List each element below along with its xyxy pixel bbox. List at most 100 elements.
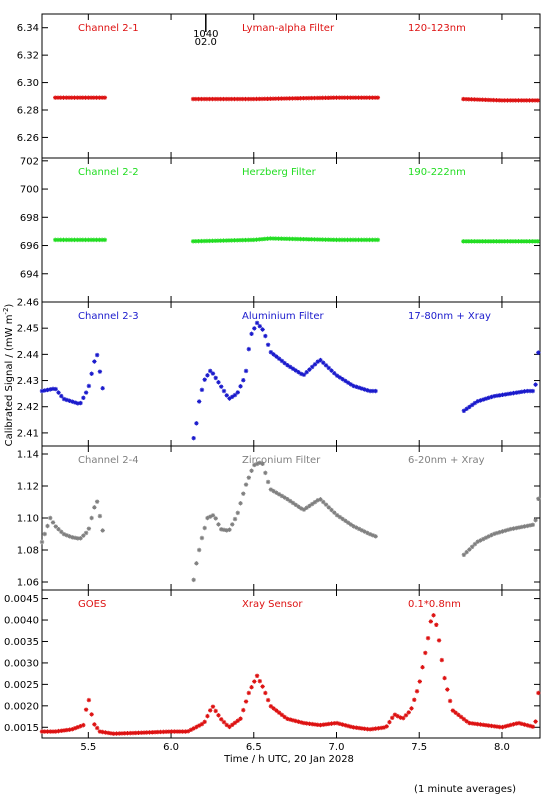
data-point xyxy=(364,237,370,243)
data-point xyxy=(56,390,61,395)
data-point xyxy=(287,717,293,722)
data-point xyxy=(502,98,507,103)
x-tick-label: 7.0 xyxy=(329,742,345,753)
y-tick-label: 0.0045 xyxy=(4,594,39,605)
data-point xyxy=(472,239,477,244)
data-point xyxy=(510,239,516,244)
data-point xyxy=(202,719,207,725)
data-point xyxy=(208,708,213,713)
y-tick-label: 2.41 xyxy=(17,428,39,439)
filter-label: Lyman-alpha Filter xyxy=(242,23,335,34)
data-point xyxy=(461,96,466,102)
data-point xyxy=(235,238,240,243)
data-point xyxy=(196,547,202,553)
data-point xyxy=(317,237,323,242)
data-point xyxy=(356,725,362,731)
data-point xyxy=(42,729,47,734)
data-point xyxy=(48,515,53,521)
data-point xyxy=(315,722,320,728)
data-point xyxy=(309,237,314,242)
data-point xyxy=(237,96,243,102)
data-point xyxy=(312,722,318,727)
data-point xyxy=(216,380,221,385)
data-point xyxy=(218,96,223,102)
data-point xyxy=(185,729,191,734)
data-point xyxy=(229,238,234,243)
data-point xyxy=(86,526,92,531)
data-point xyxy=(492,393,497,399)
data-point xyxy=(97,729,103,734)
data-point xyxy=(265,342,271,347)
data-point xyxy=(489,532,494,538)
data-point xyxy=(315,498,320,503)
data-point xyxy=(519,389,525,395)
data-point xyxy=(201,96,207,102)
data-point xyxy=(332,510,337,515)
y-tick-label: 1.06 xyxy=(17,578,39,589)
data-point xyxy=(67,534,72,539)
data-point xyxy=(191,577,196,583)
data-point xyxy=(340,376,345,382)
data-point xyxy=(310,501,315,507)
data-point xyxy=(474,239,480,244)
data-point xyxy=(199,535,205,541)
data-point xyxy=(483,239,488,244)
data-point xyxy=(161,729,166,735)
channel-label: GOES xyxy=(78,599,106,610)
data-point xyxy=(342,237,347,243)
data-point xyxy=(279,236,284,241)
data-point xyxy=(499,239,505,244)
data-point xyxy=(216,713,221,718)
data-point xyxy=(290,500,296,506)
data-point xyxy=(235,718,240,723)
data-point xyxy=(304,369,309,375)
data-point xyxy=(478,722,483,727)
data-point xyxy=(86,697,92,703)
data-point xyxy=(75,401,81,406)
data-point xyxy=(478,398,483,403)
data-point xyxy=(92,722,97,727)
data-point xyxy=(508,722,513,728)
data-point xyxy=(535,239,540,244)
data-point xyxy=(312,362,318,367)
data-point xyxy=(370,237,375,243)
data-point xyxy=(339,237,345,243)
data-point xyxy=(64,397,70,403)
data-point xyxy=(210,96,215,102)
data-point xyxy=(315,359,320,364)
data-point xyxy=(329,368,334,373)
data-point xyxy=(494,98,499,103)
data-point xyxy=(279,712,285,718)
data-point xyxy=(61,95,66,100)
data-point xyxy=(508,239,513,244)
data-point xyxy=(334,95,339,100)
data-point xyxy=(271,488,276,494)
data-point xyxy=(188,727,194,733)
data-point xyxy=(67,727,72,732)
data-point xyxy=(345,237,350,243)
data-point xyxy=(196,399,202,404)
data-point xyxy=(351,383,356,389)
data-point xyxy=(467,720,472,726)
data-point xyxy=(373,534,378,539)
data-point xyxy=(474,97,480,102)
data-point xyxy=(219,717,224,722)
data-point xyxy=(69,95,74,100)
data-point xyxy=(227,724,232,730)
data-point xyxy=(257,324,263,329)
data-point xyxy=(273,236,279,241)
data-point xyxy=(94,237,99,243)
data-point xyxy=(287,96,292,101)
data-point xyxy=(508,526,513,532)
data-point xyxy=(248,96,254,102)
data-point xyxy=(86,237,91,243)
data-point xyxy=(254,237,259,242)
data-point xyxy=(64,533,70,538)
data-point xyxy=(312,95,317,101)
data-point xyxy=(128,730,133,736)
data-point xyxy=(307,721,312,726)
data-point xyxy=(50,386,56,392)
data-point xyxy=(221,388,227,394)
data-point xyxy=(249,685,254,690)
y-tick-label: 1.14 xyxy=(17,450,39,461)
